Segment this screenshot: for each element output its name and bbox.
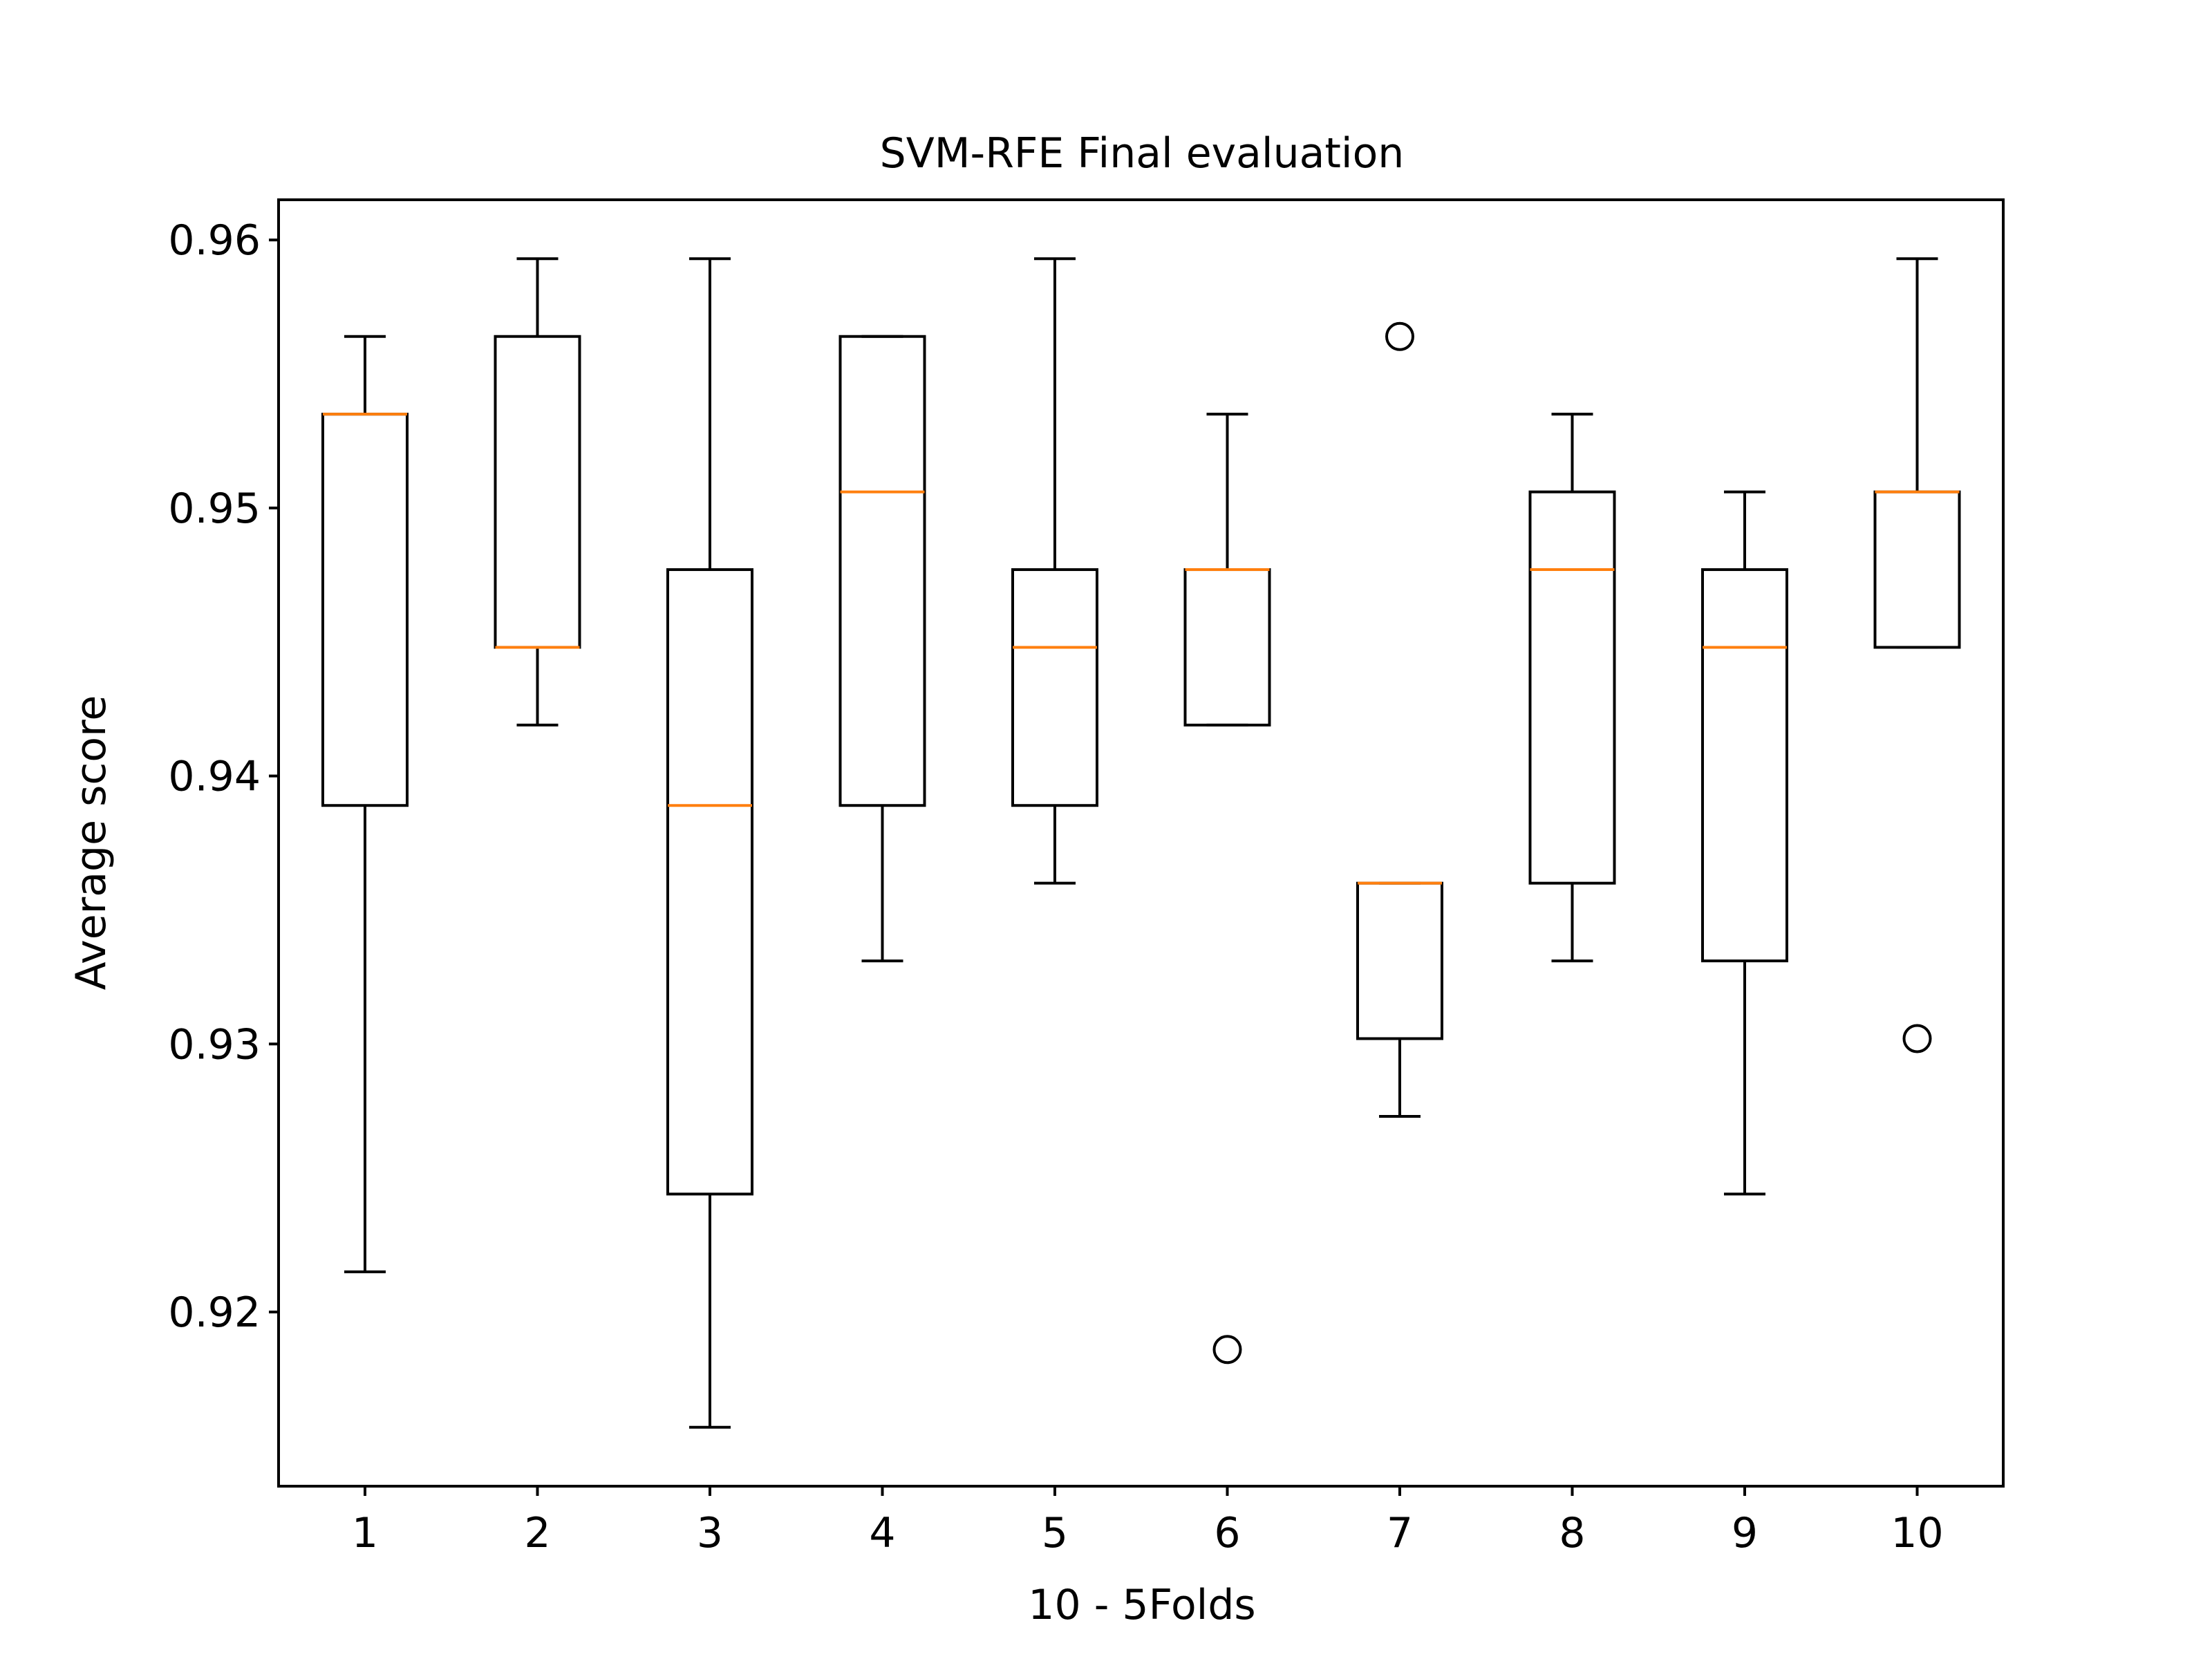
boxplot-8 bbox=[1528, 413, 1616, 963]
x-tick-label: 5 bbox=[1042, 1509, 1068, 1557]
outlier-point bbox=[1212, 1335, 1242, 1365]
iqr-box bbox=[666, 568, 753, 1196]
axes-frame bbox=[277, 198, 2005, 1488]
boxplot-10 bbox=[1873, 257, 1961, 1053]
outlier-point bbox=[1385, 321, 1414, 351]
boxplot-4 bbox=[838, 335, 926, 963]
x-tick-label: 10 bbox=[1891, 1509, 1943, 1557]
x-tick-label: 3 bbox=[697, 1509, 723, 1557]
iqr-box bbox=[1011, 568, 1098, 807]
boxplot-3 bbox=[666, 257, 753, 1429]
plot-area bbox=[321, 257, 1961, 1429]
boxplot-6 bbox=[1183, 413, 1271, 1365]
x-tick-label: 4 bbox=[869, 1509, 895, 1557]
iqr-box bbox=[1701, 568, 1788, 963]
outlier-point bbox=[1902, 1024, 1932, 1053]
y-tick-label: 0.95 bbox=[168, 485, 261, 533]
x-tick-label: 9 bbox=[1732, 1509, 1758, 1557]
iqr-box bbox=[1528, 490, 1616, 885]
y-tick-label: 0.92 bbox=[168, 1288, 261, 1337]
y-tick-label: 0.94 bbox=[168, 753, 261, 801]
boxplot-1 bbox=[321, 335, 409, 1273]
x-tick-label: 8 bbox=[1559, 1509, 1585, 1557]
x-tick-label: 1 bbox=[352, 1509, 378, 1557]
chart-title: SVM-RFE Final evaluation bbox=[880, 129, 1405, 178]
boxplot-2 bbox=[494, 257, 581, 727]
boxplot-9 bbox=[1701, 490, 1788, 1196]
x-tick-label: 7 bbox=[1387, 1509, 1413, 1557]
y-tick-label: 0.93 bbox=[168, 1020, 261, 1069]
x-axis-label: 10 - 5Folds bbox=[1028, 1581, 1255, 1629]
x-tick-label: 2 bbox=[524, 1509, 550, 1557]
boxplot-5 bbox=[1011, 257, 1098, 885]
y-axis-label: Average score bbox=[67, 695, 115, 991]
y-tick-label: 0.96 bbox=[168, 216, 261, 265]
iqr-box bbox=[838, 335, 926, 807]
boxplot-7 bbox=[1356, 321, 1443, 1118]
x-tick-label: 6 bbox=[1214, 1509, 1240, 1557]
